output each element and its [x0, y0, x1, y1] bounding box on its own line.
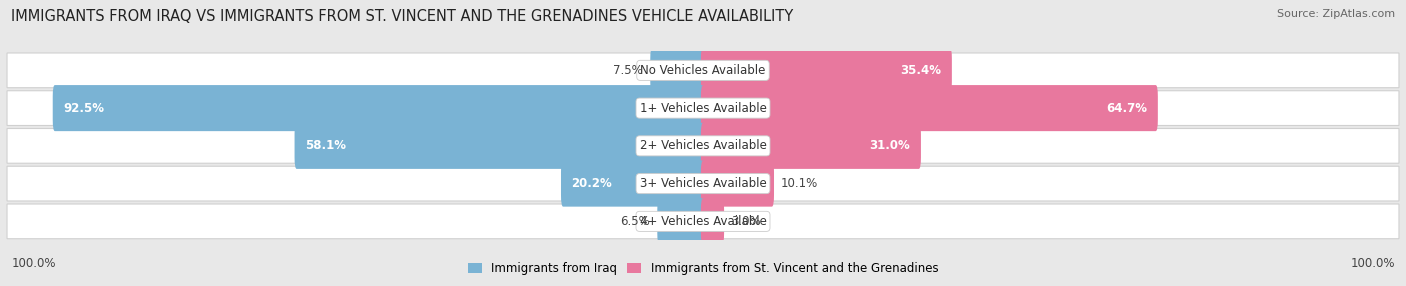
Text: No Vehicles Available: No Vehicles Available	[640, 64, 766, 77]
Text: 1+ Vehicles Available: 1+ Vehicles Available	[640, 102, 766, 115]
FancyBboxPatch shape	[702, 123, 921, 169]
FancyBboxPatch shape	[658, 198, 706, 245]
Text: 100.0%: 100.0%	[11, 257, 56, 270]
Text: 3.0%: 3.0%	[731, 215, 761, 228]
Text: 20.2%: 20.2%	[571, 177, 612, 190]
Text: Source: ZipAtlas.com: Source: ZipAtlas.com	[1277, 9, 1395, 19]
Text: 100.0%: 100.0%	[1350, 257, 1395, 270]
Text: 3+ Vehicles Available: 3+ Vehicles Available	[640, 177, 766, 190]
FancyBboxPatch shape	[295, 123, 706, 169]
FancyBboxPatch shape	[702, 160, 775, 207]
Text: 6.5%: 6.5%	[620, 215, 650, 228]
FancyBboxPatch shape	[7, 166, 1399, 201]
FancyBboxPatch shape	[702, 85, 1159, 131]
Text: 35.4%: 35.4%	[900, 64, 942, 77]
Text: 31.0%: 31.0%	[870, 139, 911, 152]
Text: 4+ Vehicles Available: 4+ Vehicles Available	[640, 215, 766, 228]
FancyBboxPatch shape	[702, 198, 724, 245]
Text: 58.1%: 58.1%	[305, 139, 346, 152]
Text: 92.5%: 92.5%	[63, 102, 104, 115]
Text: IMMIGRANTS FROM IRAQ VS IMMIGRANTS FROM ST. VINCENT AND THE GRENADINES VEHICLE A: IMMIGRANTS FROM IRAQ VS IMMIGRANTS FROM …	[11, 9, 793, 23]
FancyBboxPatch shape	[702, 47, 952, 94]
FancyBboxPatch shape	[7, 128, 1399, 163]
FancyBboxPatch shape	[7, 91, 1399, 126]
FancyBboxPatch shape	[7, 53, 1399, 88]
Text: 2+ Vehicles Available: 2+ Vehicles Available	[640, 139, 766, 152]
Text: 7.5%: 7.5%	[613, 64, 644, 77]
Text: 64.7%: 64.7%	[1107, 102, 1147, 115]
FancyBboxPatch shape	[561, 160, 706, 207]
FancyBboxPatch shape	[7, 204, 1399, 239]
Text: 10.1%: 10.1%	[782, 177, 818, 190]
FancyBboxPatch shape	[53, 85, 706, 131]
Legend: Immigrants from Iraq, Immigrants from St. Vincent and the Grenadines: Immigrants from Iraq, Immigrants from St…	[463, 258, 943, 280]
FancyBboxPatch shape	[650, 47, 706, 94]
